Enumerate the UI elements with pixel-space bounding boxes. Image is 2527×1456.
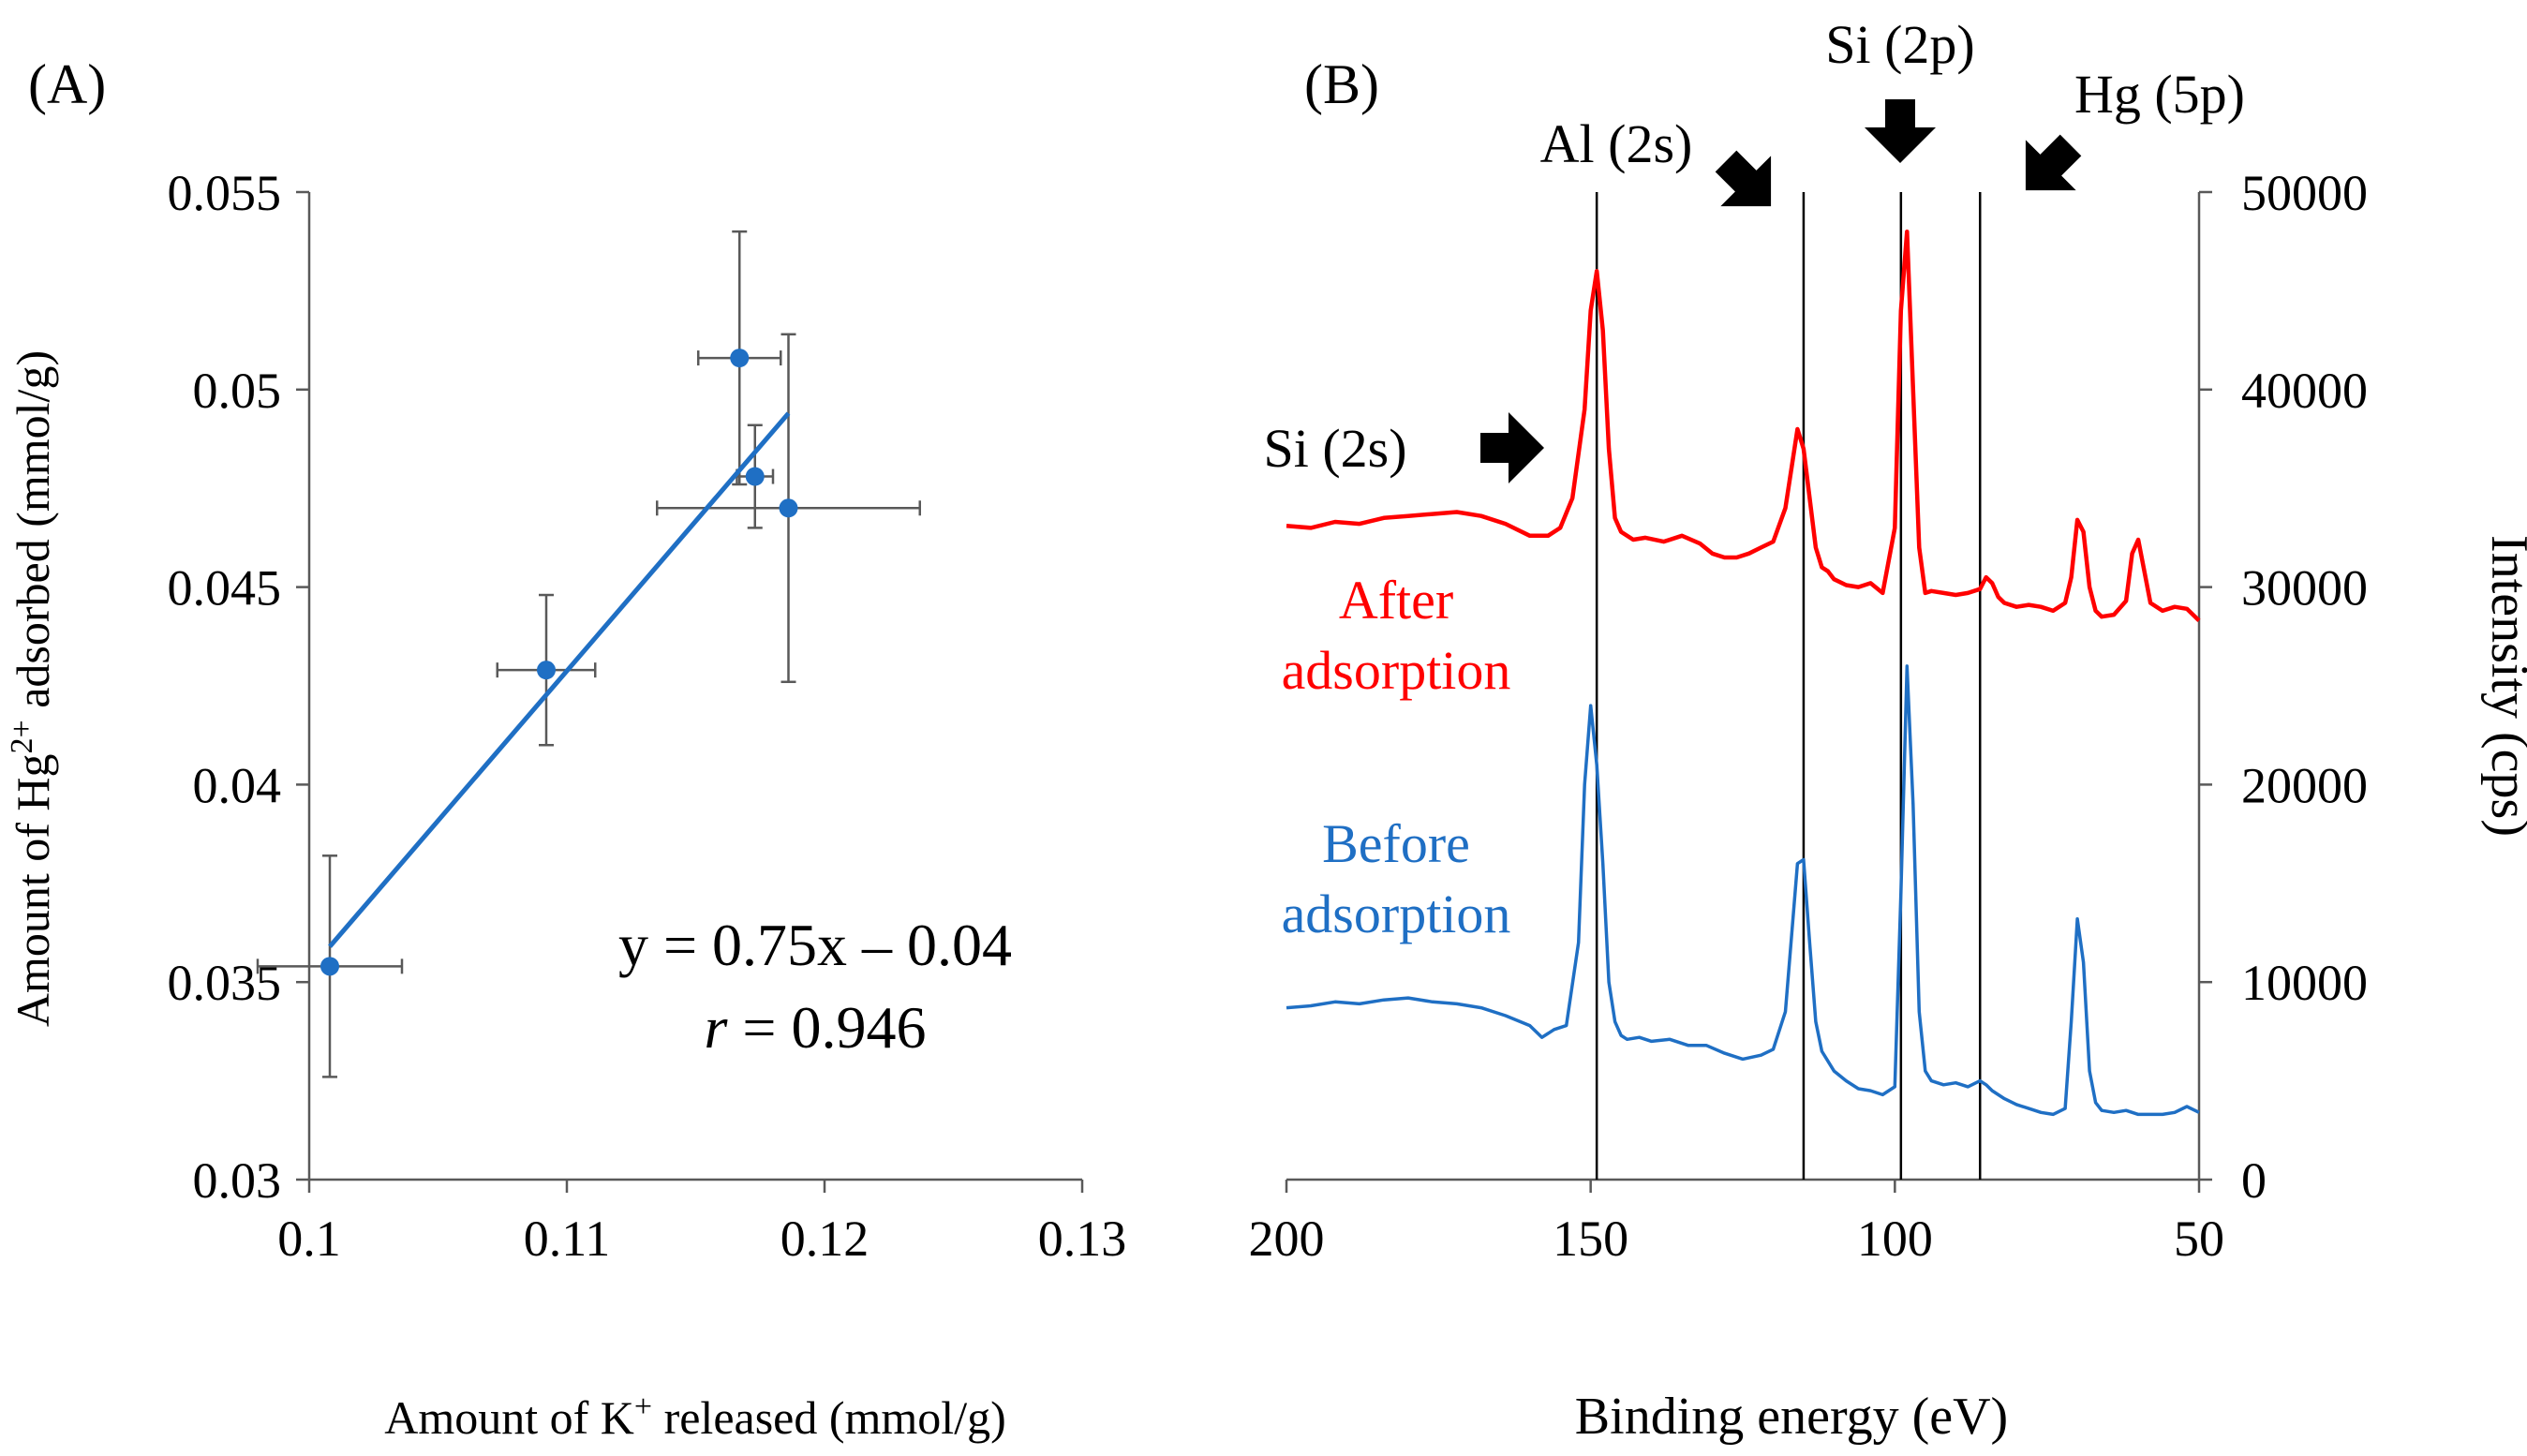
panel-a-y-tick-label: 0.055	[168, 165, 282, 221]
panel-b-x-tick-label: 100	[1857, 1211, 1933, 1267]
panel-a-equation: y = 0.75x – 0.04	[618, 912, 1012, 978]
data-point	[779, 498, 798, 518]
series-label-before-line2: adsorption	[1282, 884, 1511, 944]
panel-a-points	[320, 349, 798, 976]
data-point	[320, 957, 339, 976]
panel-a-label: (A)	[28, 53, 106, 115]
data-point	[730, 349, 750, 368]
peak-label-si-2p: Si (2p)	[1825, 14, 1975, 75]
series-label-before-line1: Before	[1322, 813, 1470, 874]
panel-b-label: (B)	[1304, 53, 1379, 115]
panel-b-x-tick-label: 50	[2174, 1211, 2224, 1267]
panel-b-x-tick-label: 150	[1553, 1211, 1628, 1267]
panel-a-x-ticks: 0.1 0.11 0.12 0.13	[277, 1180, 1126, 1267]
panel-a-y-label: Amount of Hg2+ adsorbed (mmol/g)	[5, 350, 60, 1027]
arrow-down-icon	[1865, 99, 1936, 163]
panel-a-y-tick-label: 0.03	[193, 1152, 282, 1209]
panel-a-x-label: Amount of K+ released (mmol/g)	[384, 1389, 1005, 1445]
panel-a-y-tick-label: 0.05	[193, 363, 282, 419]
panel-a-x-tick-label: 0.11	[524, 1211, 611, 1267]
panel-b-y-tick-label: 30000	[2241, 560, 2368, 617]
panel-b-y-tick-label: 40000	[2241, 363, 2368, 419]
peak-label-al-2s: Al (2s)	[1540, 113, 1693, 174]
panel-b-y-label: Intensity (cps)	[2480, 535, 2527, 837]
panel-a-fit-line	[328, 411, 791, 948]
panel-a-y-tick-label: 0.045	[168, 560, 282, 617]
panel-a-x-tick-label: 0.13	[1038, 1211, 1127, 1267]
panel-a-r-value: r = 0.946	[705, 994, 927, 1061]
series-after-adsorption-line	[1286, 229, 2201, 623]
arrow-down-left-icon	[2025, 134, 2082, 191]
panel-b-y-ticks: 0 10000 20000 30000 40000 50000	[2199, 165, 2368, 1209]
panel-a-y-tick-label: 0.035	[168, 955, 282, 1011]
panel-b-y-tick-label: 10000	[2241, 955, 2368, 1011]
series-label-after-line1: After	[1339, 570, 1453, 631]
series-label-after-line2: adsorption	[1282, 640, 1511, 701]
panel-b-x-ticks: 200 150 100 50	[1249, 1180, 2224, 1267]
arrow-down-right-icon	[1715, 150, 1772, 207]
panel-a-x-tick-label: 0.12	[780, 1211, 870, 1267]
panel-a-y-ticks: 0.03 0.035 0.04 0.045 0.05 0.055	[168, 165, 309, 1209]
arrow-right-icon	[1480, 412, 1544, 483]
panel-b-x-label: Binding energy (eV)	[1575, 1388, 2008, 1446]
panel-b-y-tick-label: 0	[2241, 1152, 2267, 1209]
panel-b-y-tick-label: 50000	[2241, 165, 2368, 221]
peak-label-si-2s: Si (2s)	[1263, 418, 1406, 479]
panel-a-x-tick-label: 0.1	[277, 1211, 341, 1267]
series-before-adsorption-line	[1286, 664, 2200, 1117]
panel-b: (B) 200 150 100 50 0 10000 20000 30000 40000 500…	[1249, 14, 2527, 1446]
panel-a-r-symbol: r	[705, 994, 729, 1061]
peak-label-hg-5p: Hg (5p)	[2074, 64, 2245, 125]
panel-a-r-rest: = 0.946	[727, 994, 926, 1061]
data-point	[537, 661, 556, 680]
panel-b-x-tick-label: 200	[1249, 1211, 1325, 1267]
panel-b-y-tick-label: 20000	[2241, 757, 2368, 813]
panel-a-y-tick-label: 0.04	[193, 757, 282, 813]
data-point	[745, 467, 765, 486]
